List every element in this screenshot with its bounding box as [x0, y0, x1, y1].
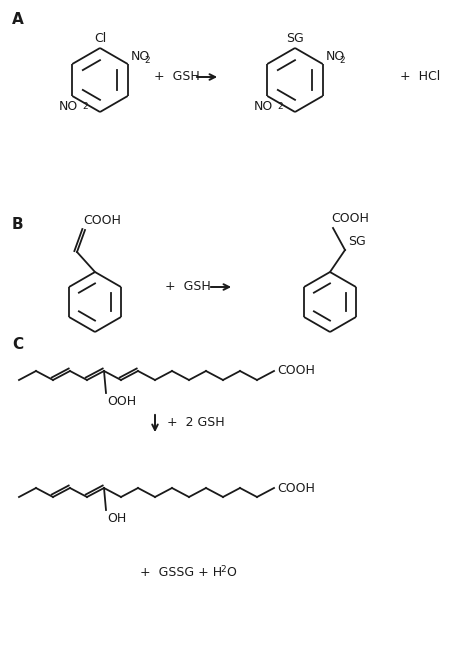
Text: COOH: COOH: [277, 364, 315, 378]
Text: 2: 2: [220, 566, 226, 575]
Text: COOH: COOH: [83, 214, 121, 227]
Text: NO: NO: [254, 100, 273, 113]
Text: +  GSH: + GSH: [154, 71, 200, 83]
Text: COOH: COOH: [277, 482, 315, 495]
Text: +  HCl: + HCl: [400, 71, 440, 83]
Text: NO: NO: [326, 50, 345, 63]
Text: B: B: [12, 217, 24, 232]
Text: COOH: COOH: [331, 212, 369, 225]
Text: OOH: OOH: [107, 395, 136, 408]
Text: NO: NO: [131, 50, 150, 63]
Text: 2: 2: [340, 56, 346, 65]
Text: Cl: Cl: [94, 32, 106, 45]
Text: 2: 2: [82, 102, 88, 111]
Text: A: A: [12, 12, 24, 27]
Text: O: O: [226, 566, 236, 579]
Text: SG: SG: [348, 235, 366, 248]
Text: +  GSSG + H: + GSSG + H: [140, 566, 222, 579]
Text: OH: OH: [107, 512, 126, 525]
Text: +  2 GSH: + 2 GSH: [167, 415, 225, 429]
Text: +  GSH: + GSH: [165, 280, 211, 294]
Text: SG: SG: [286, 32, 304, 45]
Text: 2: 2: [145, 56, 150, 65]
Text: 2: 2: [277, 102, 283, 111]
Text: NO: NO: [59, 100, 78, 113]
Text: C: C: [12, 337, 23, 352]
